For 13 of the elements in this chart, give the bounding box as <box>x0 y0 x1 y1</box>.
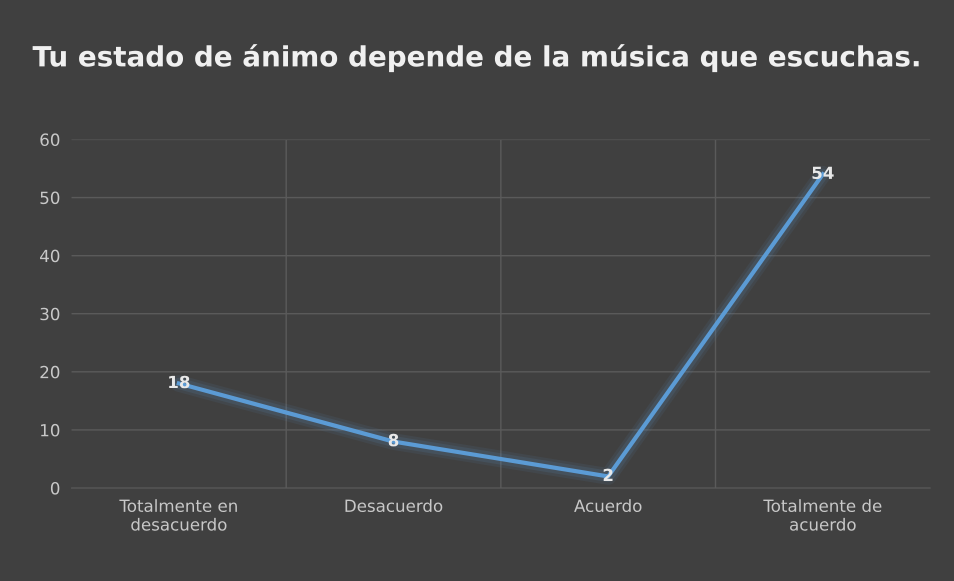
y-tick-label: 10 <box>41 424 60 437</box>
y-tick-label: 40 <box>40 250 60 262</box>
chart-title: Tu estado de ánimo depende de la música que escuchas. <box>32 44 919 72</box>
x-tick-label: Totalmente en desacuerdo <box>119 499 237 531</box>
y-tick-label: 50 <box>40 192 60 204</box>
x-tick-label: Totalmente de acuerdo <box>763 499 882 531</box>
x-tick-label: Desacuerdo <box>346 499 442 512</box>
x-tick-label: Acuerdo <box>574 499 642 512</box>
data-label: 54 <box>812 166 834 180</box>
y-tick-label: 0 <box>50 482 60 495</box>
y-tick-label: 60 <box>40 133 60 146</box>
y-tick-label: 20 <box>40 366 60 378</box>
y-tick-label: 30 <box>40 308 60 320</box>
